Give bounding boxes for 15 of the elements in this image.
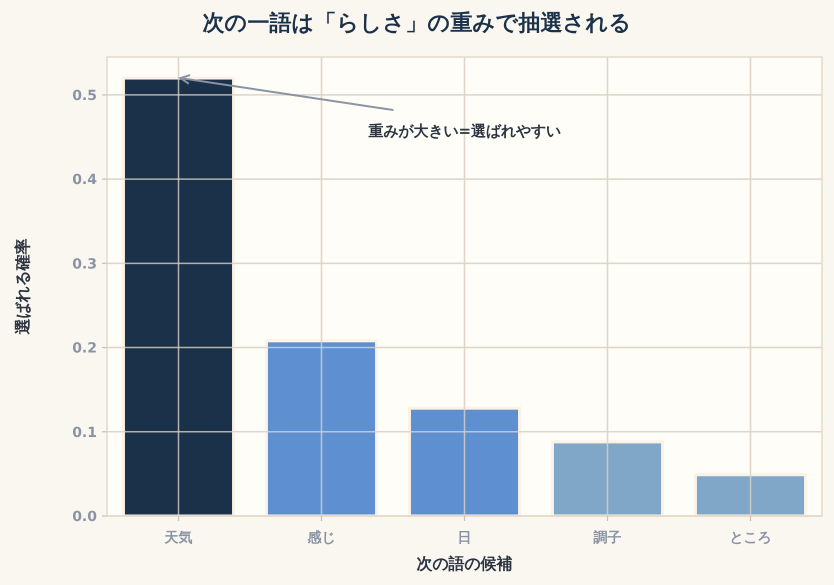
y-tick-label: 0.1 <box>72 424 97 441</box>
x-tick-label: 日 <box>458 530 472 546</box>
y-tick-label: 0.2 <box>72 340 97 357</box>
y-tick-label: 0.4 <box>72 172 98 188</box>
y-tick-label: 0.5 <box>72 88 97 104</box>
x-axis-title: 次の語の候補 <box>416 554 512 573</box>
x-tick-label: ところ <box>730 530 772 546</box>
y-tick-label: 0.0 <box>72 509 98 525</box>
y-axis-title: 選ばれる確率 <box>13 238 32 334</box>
annotation: 重みが大きい=選ばれやすい <box>368 122 562 140</box>
x-tick-label: 天気 <box>164 530 192 546</box>
x-tick-label: 調子 <box>594 529 622 546</box>
x-tick-label: 感じ <box>306 530 336 546</box>
y-tick-label: 0.3 <box>72 256 97 272</box>
chart-title: 次の一語は「らしさ」の重みで抽選される <box>202 11 632 36</box>
